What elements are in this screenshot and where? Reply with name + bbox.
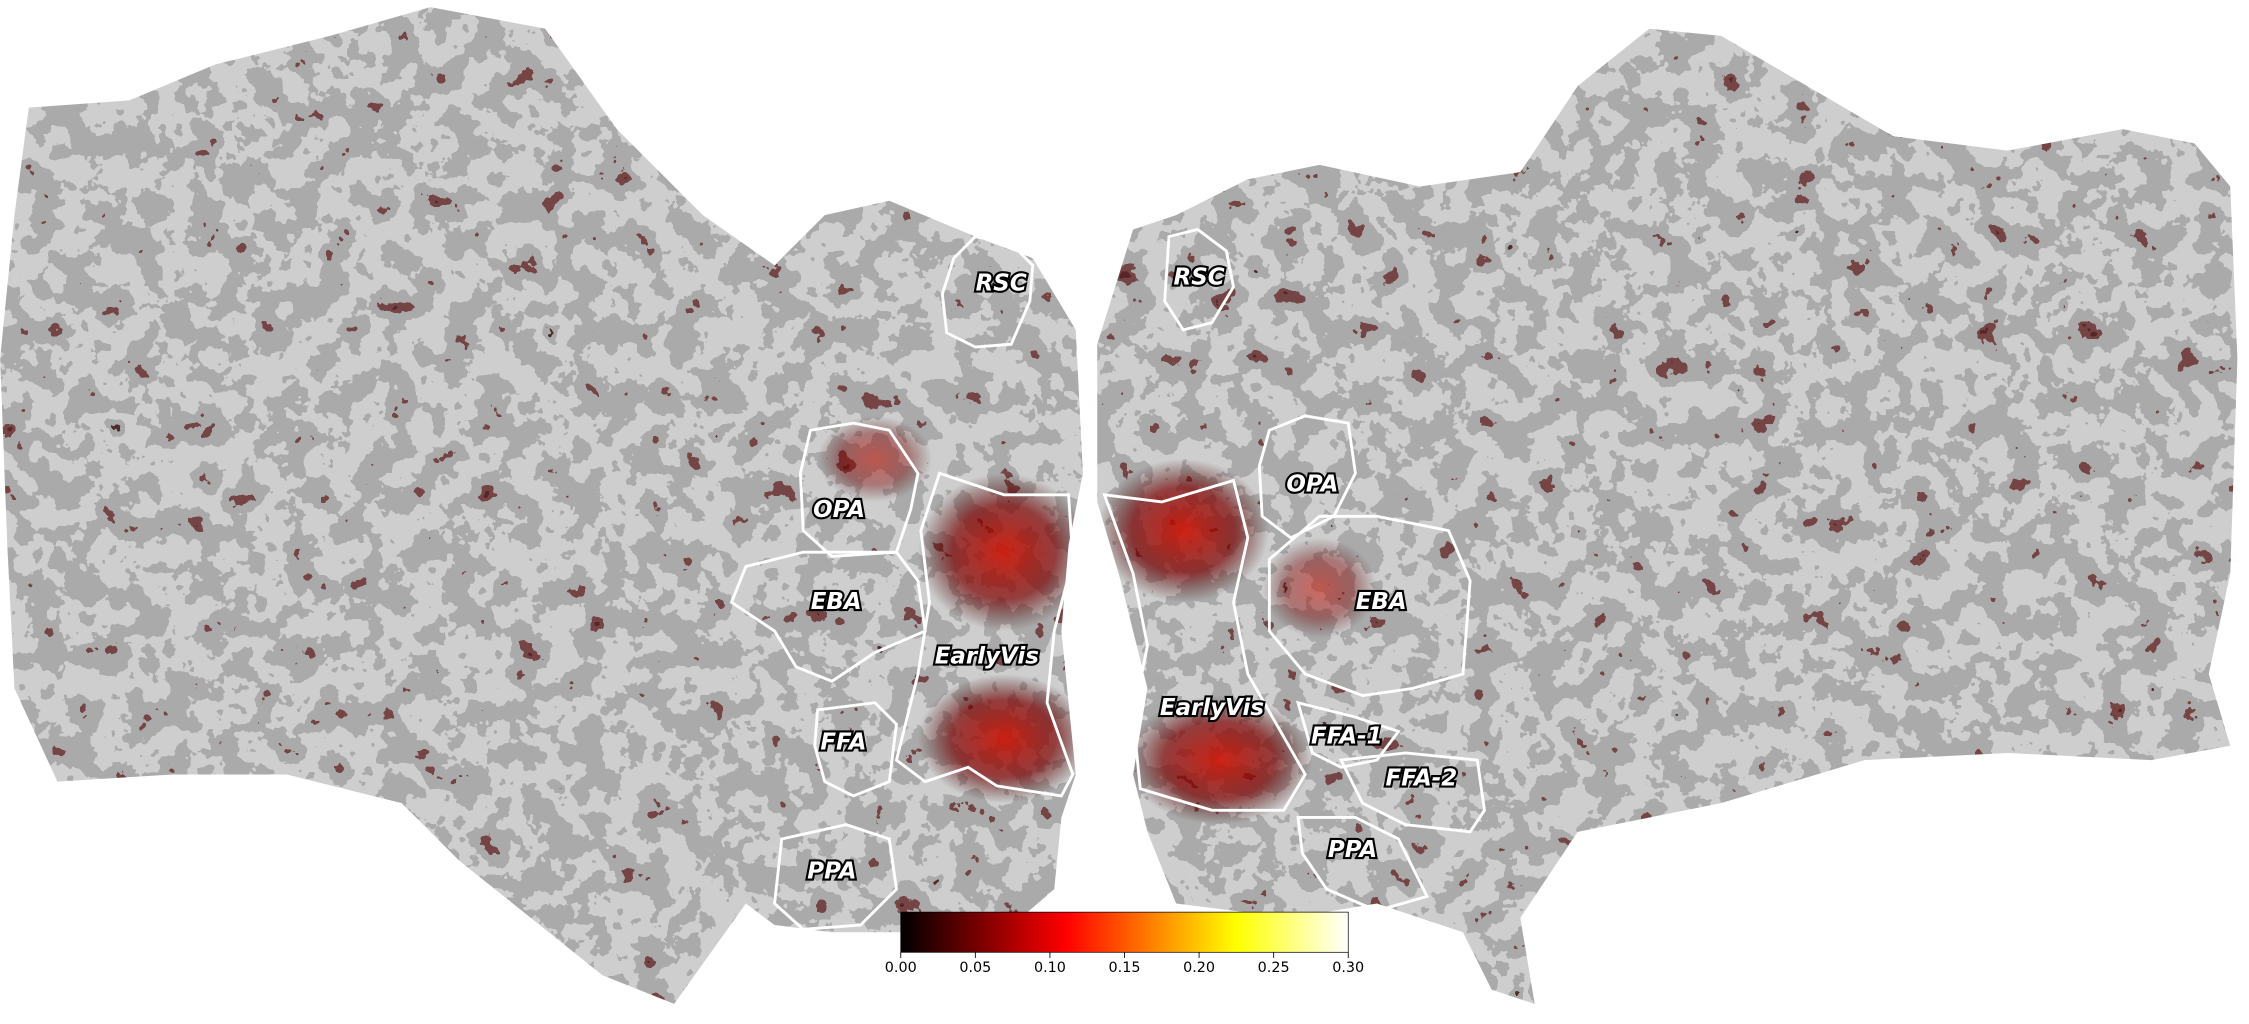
colorbar: 0.00 0.05 0.10 0.15 0.20 0.25 0.30	[885, 911, 1364, 976]
roi-outlines	[729, 227, 1486, 931]
tick-label: 0.10	[1034, 960, 1066, 976]
roi-label: EBA	[1356, 589, 1407, 615]
roi-label: RSC	[1174, 265, 1225, 291]
roi-label: FFA-1	[1311, 724, 1383, 750]
roi-label: EarlyVis	[1160, 695, 1264, 721]
roi-label: RSC	[976, 270, 1027, 296]
roi-label: FFA-2	[1386, 765, 1458, 791]
tick-label: 0.05	[959, 960, 991, 976]
tick-label: 0.25	[1258, 960, 1290, 976]
roi-label: PPA	[807, 858, 856, 884]
tick-label: 0.30	[1332, 960, 1364, 976]
roi-label: EBA	[811, 589, 862, 615]
tick-label: 0.15	[1109, 960, 1141, 976]
roi-label: OPA	[813, 497, 865, 523]
colorbar-gradient	[900, 911, 1349, 953]
tick-label: 0.00	[885, 960, 917, 976]
roi-labels: RSC OPA EBA EarlyVis FFA PPA RSC OPA EBA…	[805, 263, 1459, 887]
tick-label: 0.20	[1183, 960, 1215, 976]
roi-label: FFA	[820, 729, 866, 755]
roi-label: EarlyVis	[935, 643, 1039, 669]
roi-label: PPA	[1328, 837, 1377, 863]
roi-label: OPA	[1286, 471, 1338, 497]
